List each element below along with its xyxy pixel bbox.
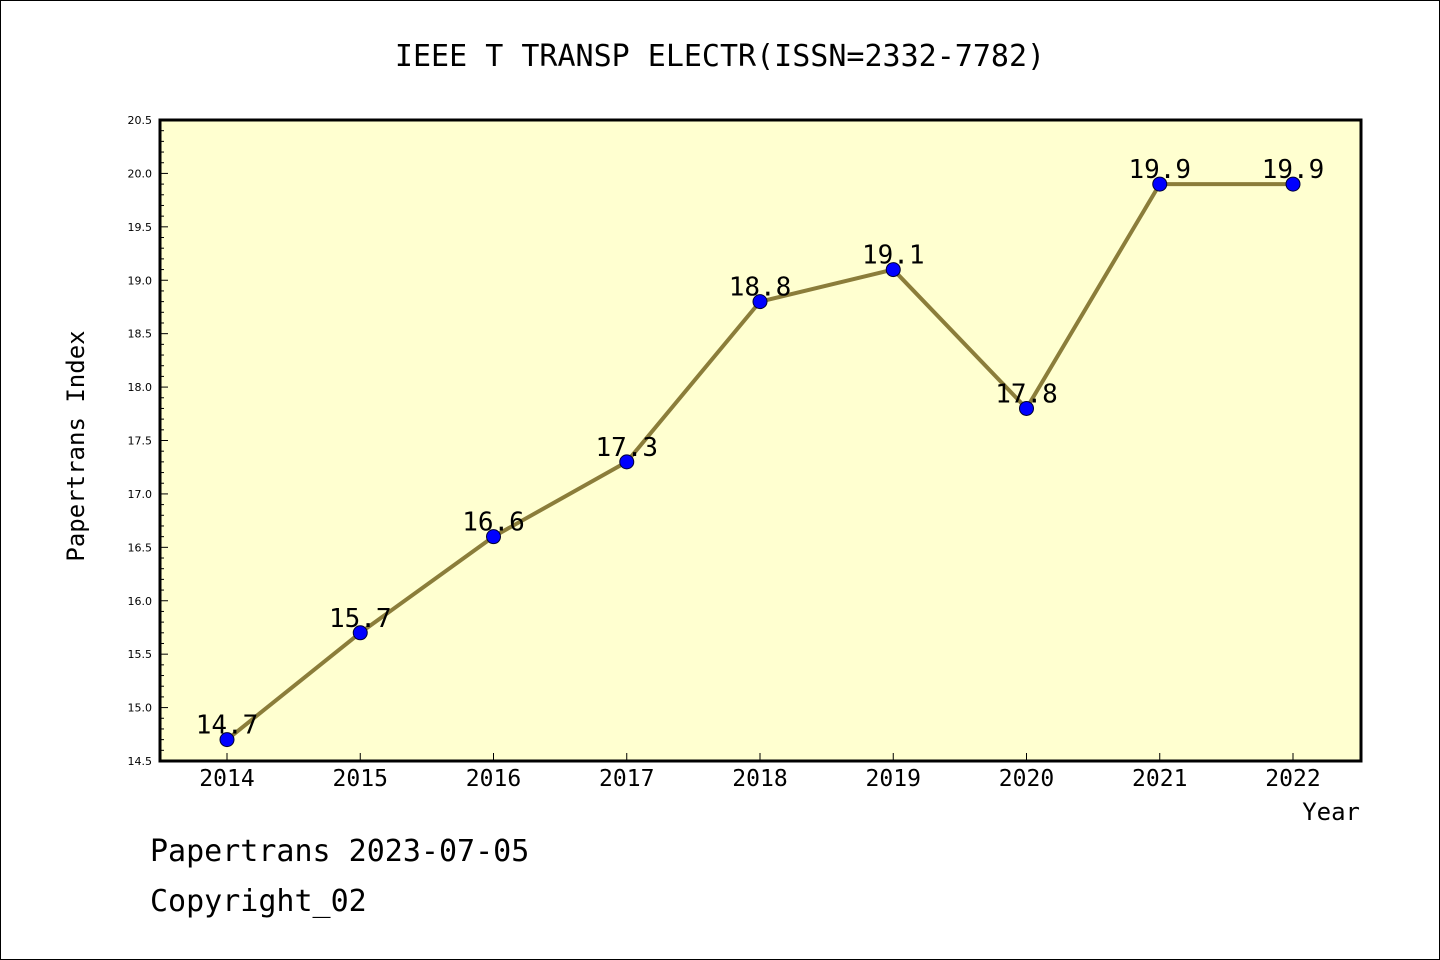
y-tick-label: 20.0 xyxy=(128,167,153,180)
y-tick-label: 20.5 xyxy=(128,114,153,127)
y-tick-label: 15.5 xyxy=(128,648,153,661)
y-tick-label: 16.5 xyxy=(128,541,153,554)
y-tick-label: 19.0 xyxy=(128,274,153,287)
data-point xyxy=(1152,176,1168,192)
x-axis-title: Year xyxy=(1302,798,1360,826)
plot-border xyxy=(158,118,1363,763)
data-point xyxy=(619,454,635,470)
footer-copyright: Copyright_02 xyxy=(150,884,367,919)
x-axis-ticks: 2014 2015 2016 2017 2018 2019 2020 2021 2022 xyxy=(199,753,1321,792)
chart-title: IEEE T TRANSP ELECTR(ISSN=2332-7782) xyxy=(395,39,1045,74)
data-point xyxy=(219,732,235,748)
x-tick-label: 2019 xyxy=(866,766,921,792)
y-tick-label: 15.0 xyxy=(128,702,153,715)
x-tick-label: 2021 xyxy=(1132,766,1187,792)
y-tick-label: 18.0 xyxy=(128,381,153,394)
y-tick-label: 16.0 xyxy=(128,595,153,608)
x-tick-label: 2014 xyxy=(199,766,254,792)
data-point xyxy=(885,262,901,278)
data-point xyxy=(352,625,368,641)
plot-area xyxy=(160,120,1361,761)
data-point xyxy=(752,294,768,310)
y-tick-label: 17.0 xyxy=(128,488,153,501)
x-tick-label: 2015 xyxy=(333,766,388,792)
y-tick-label: 17.5 xyxy=(128,435,153,448)
y-axis-title: Papertrans Index xyxy=(62,330,90,561)
footer-date: Papertrans 2023-07-05 xyxy=(150,834,530,869)
y-axis-ticks: 14.5 15.0 15.5 16.0 16.5 17.0 17.5 18.0 18.5 19.0… xyxy=(128,114,168,768)
x-tick-label: 2022 xyxy=(1265,766,1320,792)
y-tick-label: 14.5 xyxy=(128,755,153,768)
data-point xyxy=(1285,176,1301,192)
x-tick-label: 2017 xyxy=(599,766,654,792)
data-point xyxy=(486,529,501,545)
x-tick-label: 2018 xyxy=(732,766,787,792)
y-tick-label: 19.5 xyxy=(128,221,153,234)
y-tick-label: 18.5 xyxy=(128,328,153,341)
data-point xyxy=(1019,400,1034,416)
x-tick-label: 2020 xyxy=(999,766,1054,792)
x-tick-label: 2016 xyxy=(466,766,521,792)
series-layer: 14.715.716.617.318.819.117.819.9 19.9 xyxy=(196,155,1324,748)
